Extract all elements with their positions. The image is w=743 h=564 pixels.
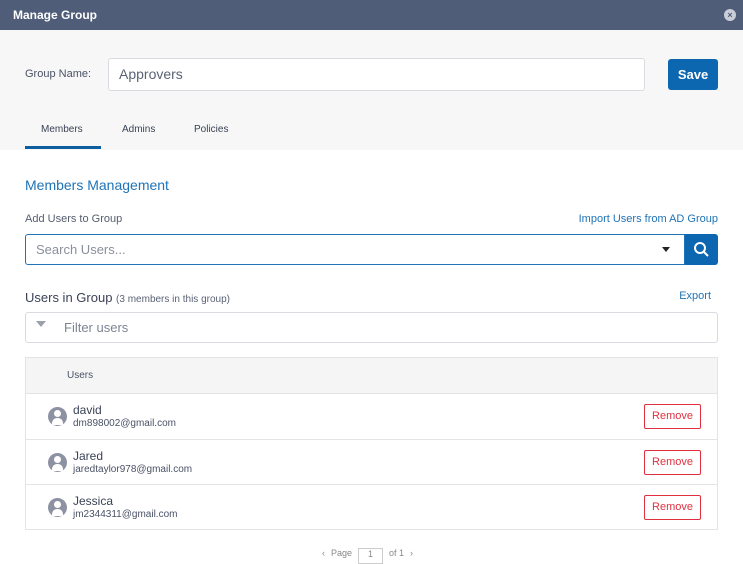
table-row: Jared jaredtaylor978@gmail.com Remove — [26, 440, 717, 485]
search-users-input[interactable]: Search Users... — [25, 234, 685, 265]
group-settings: Group Name: Approvers Save Members Admin… — [0, 30, 743, 150]
member-count: (3 members in this group) — [116, 294, 230, 305]
users-table: Users david dm898002@gmail.com Remove Jare… — [25, 357, 718, 530]
user-email: jm2344311@gmail.com — [73, 509, 178, 520]
filter-icon — [36, 321, 46, 327]
page-total: of 1 — [389, 548, 405, 558]
save-button[interactable]: Save — [668, 59, 718, 90]
filter-users-input[interactable]: Filter users — [25, 312, 718, 343]
avatar — [48, 498, 67, 517]
export-link[interactable]: Export — [679, 290, 711, 302]
dialog-title: Manage Group — [13, 8, 98, 22]
remove-button[interactable]: Remove — [644, 449, 701, 475]
add-users-label: Add Users to Group — [25, 213, 123, 225]
filter-placeholder: Filter users — [64, 320, 129, 335]
user-name: david — [73, 403, 102, 417]
table-row: Jessica jm2344311@gmail.com Remove — [26, 485, 717, 531]
tab-admins[interactable]: Admins — [122, 124, 156, 135]
import-ad-link[interactable]: Import Users from AD Group — [578, 213, 718, 225]
next-page-button[interactable]: › — [410, 548, 414, 558]
user-email: jaredtaylor978@gmail.com — [73, 463, 193, 475]
search-icon — [694, 242, 709, 257]
tab-members[interactable]: Members — [25, 124, 101, 149]
search-button[interactable] — [685, 234, 718, 265]
pagination: ‹ Page 1 of 1 › — [322, 548, 413, 564]
remove-button[interactable]: Remove — [644, 495, 701, 520]
close-icon[interactable]: × — [724, 9, 736, 21]
table-row: david dm898002@gmail.com Remove — [26, 394, 717, 440]
search-placeholder: Search Users... — [36, 242, 126, 257]
page-input[interactable]: 1 — [358, 548, 384, 564]
dialog-header: Manage Group × — [0, 0, 743, 30]
column-header-users: Users — [26, 358, 717, 394]
user-name: Jared — [73, 448, 104, 463]
members-heading: Members Management — [25, 177, 169, 193]
users-heading-text: Users in Group — [25, 290, 113, 305]
remove-button[interactable]: Remove — [644, 404, 701, 429]
group-name-label: Group Name: — [25, 68, 92, 80]
page-label: Page — [331, 548, 353, 558]
user-email: dm898002@gmail.com — [73, 418, 176, 429]
avatar — [48, 407, 67, 426]
user-name: Jessica — [73, 494, 114, 508]
chevron-down-icon[interactable] — [662, 247, 670, 252]
prev-page-button[interactable]: ‹ — [322, 548, 325, 558]
avatar — [48, 452, 67, 472]
tab-policies[interactable]: Policies — [194, 124, 229, 135]
users-in-group-heading: Users in Group (3 members in this group) — [25, 290, 230, 305]
group-name-input[interactable]: Approvers — [108, 58, 645, 91]
